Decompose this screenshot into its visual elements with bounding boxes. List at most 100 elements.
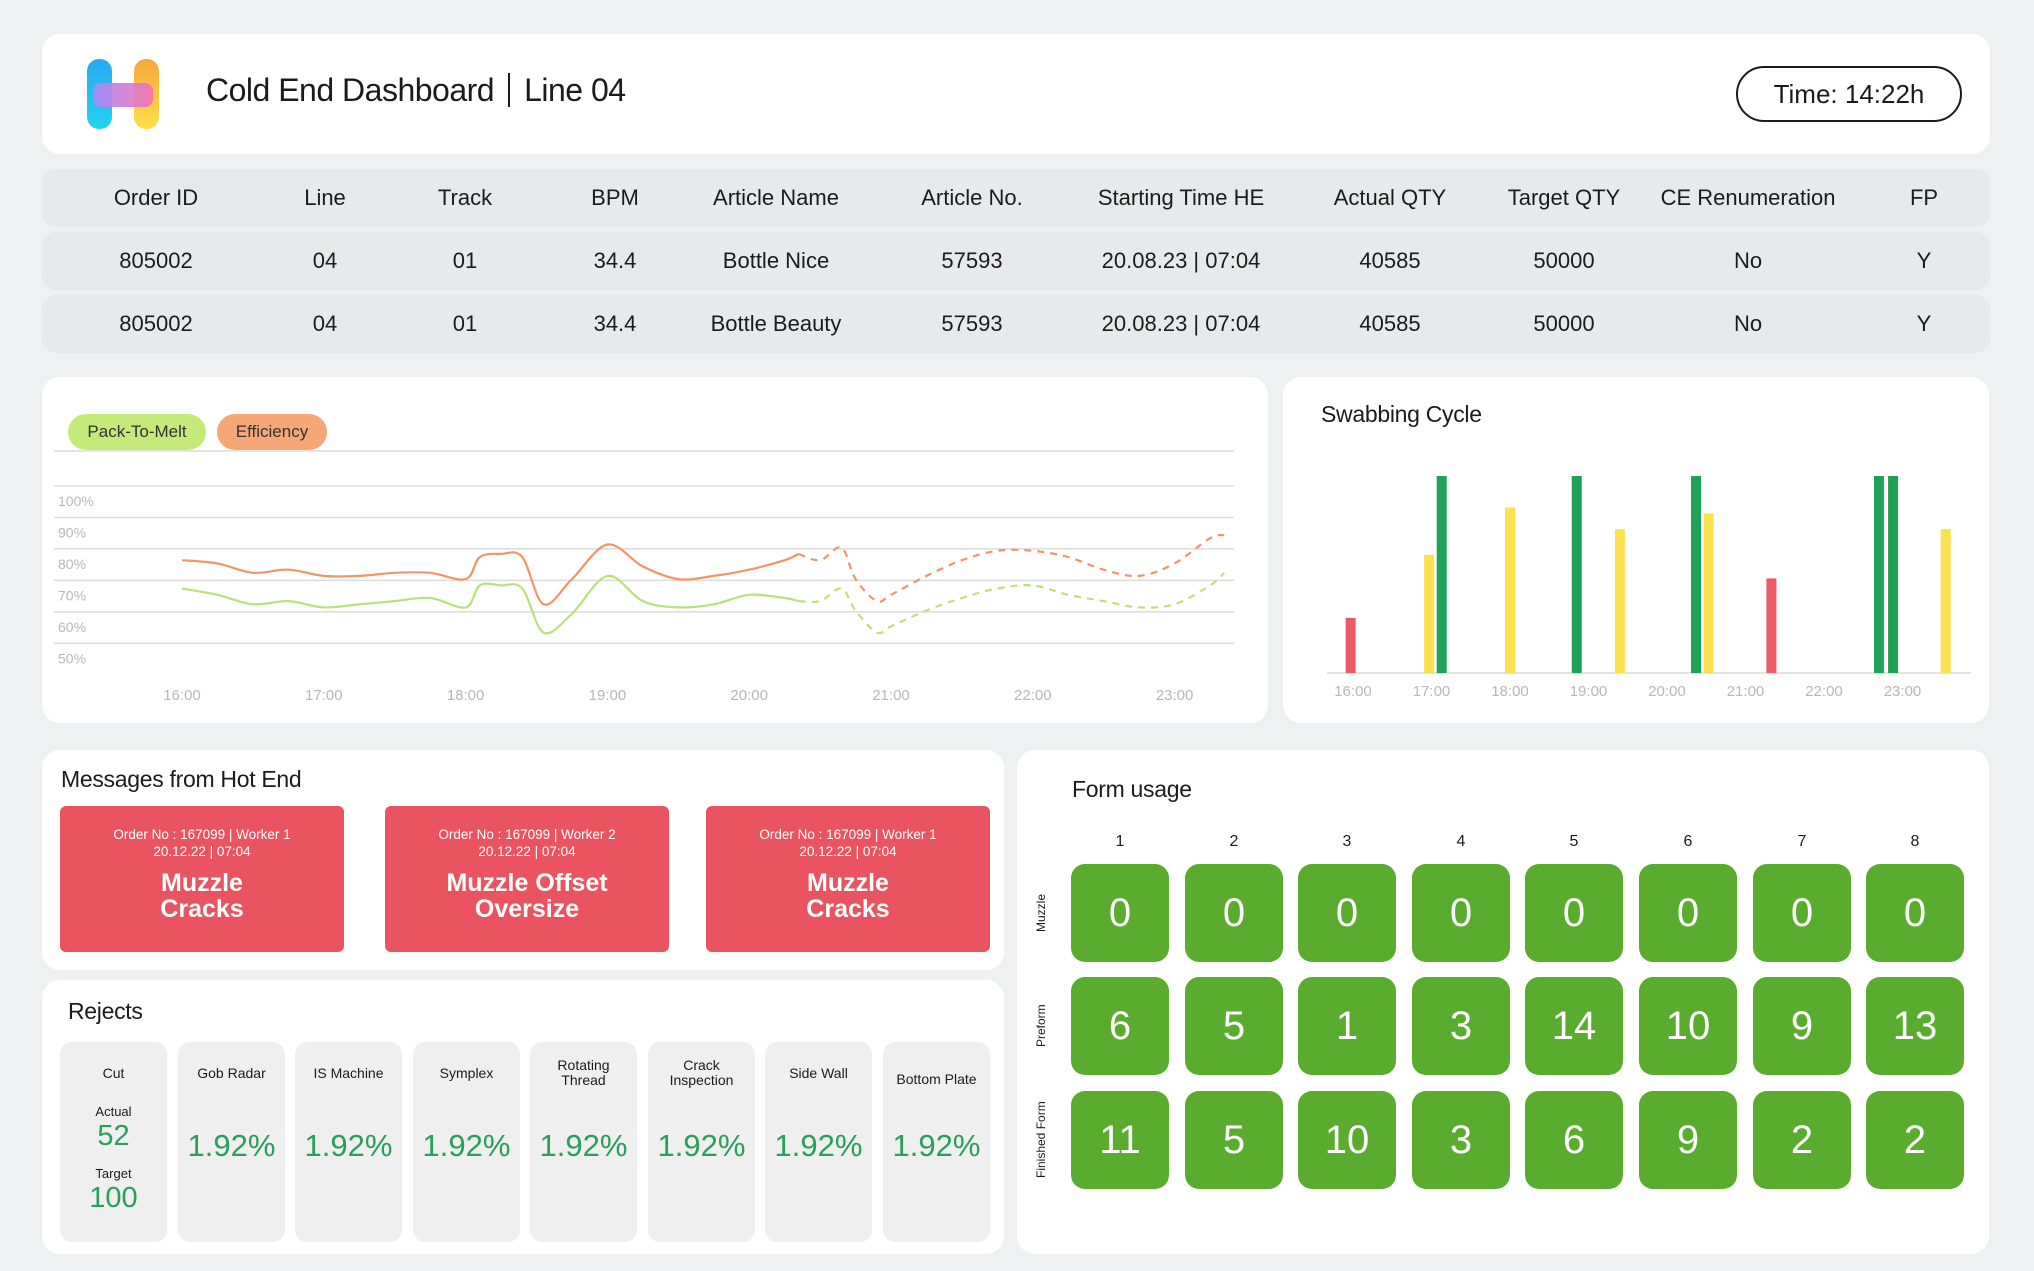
reject-tile[interactable]: Symplex 1.92% [413, 1042, 520, 1242]
reject-value: 1.92% [422, 1128, 511, 1163]
form-cell[interactable]: 0 [1185, 864, 1283, 962]
reject-tile[interactable]: Crack Inspection 1.92% [648, 1042, 755, 1242]
table-row[interactable]: 805002 04 01 34.4 Bottle Beauty 57593 20… [42, 295, 1990, 353]
target-value: 100 [89, 1182, 138, 1214]
table-cell: Y [1916, 311, 1932, 336]
swab-bar[interactable] [1766, 578, 1777, 673]
swab-bar[interactable] [1505, 507, 1515, 673]
swabbing-bar-chart: 16:00 17:00 18:00 19:00 20:00 21:00 22:00 23:00 [1327, 476, 1971, 700]
swab-bar[interactable] [1873, 476, 1884, 673]
form-column-number: 3 [1342, 833, 1352, 850]
column-header: Line [304, 185, 346, 210]
table-cell: 34.4 [593, 248, 637, 273]
table-header: Order ID Line Track BPM Article Name Art… [42, 169, 1990, 227]
form-cell[interactable]: 5 [1185, 977, 1283, 1075]
form-cell[interactable]: 0 [1753, 864, 1851, 962]
form-cell[interactable]: 0 [1412, 864, 1510, 962]
x-tick-label: 22:00 [1014, 687, 1052, 704]
table-cell: 805002 [119, 248, 193, 273]
reject-value: 1.92% [892, 1128, 981, 1163]
table-cell: 805002 [119, 311, 193, 336]
actual-label: Actual [95, 1104, 132, 1119]
form-cell[interactable]: 0 [1525, 864, 1623, 962]
table-cell: No [1733, 248, 1763, 273]
swabbing-cycle-title: Swabbing Cycle [1321, 401, 1482, 427]
form-cell[interactable]: 11 [1071, 1091, 1169, 1189]
form-column-number: 8 [1910, 833, 1920, 850]
performance-chart-card: Pack-To-Melt Efficiency 100% 90% 80% 70% 60%… [42, 377, 1268, 723]
form-cell[interactable]: 9 [1753, 977, 1851, 1075]
form-cell[interactable]: 14 [1525, 977, 1623, 1075]
swab-bar[interactable] [1345, 617, 1356, 673]
x-tick-label: 16:00 [163, 687, 201, 704]
x-tick-label: 23:00 [1156, 687, 1194, 704]
x-tick-label: 23:00 [1884, 683, 1922, 700]
form-cell[interactable]: 3 [1412, 977, 1510, 1075]
form-column-number: 7 [1797, 833, 1807, 850]
form-cell[interactable]: 3 [1412, 1091, 1510, 1189]
y-tick-label: 100% [58, 493, 94, 509]
form-cell[interactable]: 5 [1185, 1091, 1283, 1189]
form-column-number: 6 [1683, 833, 1693, 850]
y-tick-label: 90% [58, 524, 86, 540]
swab-bar[interactable] [1424, 554, 1435, 673]
form-usage-title: Form usage [1072, 776, 1192, 802]
form-column-number: 1 [1115, 833, 1125, 850]
reject-tile[interactable]: Bottom Plate 1.92% [883, 1042, 990, 1242]
table-cell: 20.08.23 | 07:04 [1101, 311, 1261, 336]
swab-bar[interactable] [1691, 476, 1702, 673]
reject-tile[interactable]: IS Machine 1.92% [295, 1042, 402, 1242]
actual-value: 52 [97, 1120, 130, 1152]
message-card[interactable]: Order No : 167099 | Worker 2 20.12.22 | 0… [385, 806, 669, 952]
x-tick-label: 19:00 [1570, 683, 1608, 700]
page-title: Cold End Dashboard Line 04 [206, 72, 626, 109]
form-cell[interactable]: 2 [1753, 1091, 1851, 1189]
table-cell: Y [1916, 248, 1932, 273]
swab-bar[interactable] [1436, 476, 1447, 673]
message-card[interactable]: Order No : 167099 | Worker 1 20.12.22 | 0… [706, 806, 990, 952]
reject-value: 1.92% [187, 1128, 276, 1163]
header-bar: Cold End Dashboard Line 04 Time: 14:22h [42, 34, 1990, 154]
table-row[interactable]: 805002 04 01 34.4 Bottle Nice 57593 20.0… [42, 232, 1990, 290]
form-cell[interactable]: 6 [1071, 977, 1169, 1075]
column-header: Target QTY [1507, 185, 1621, 210]
reject-label: Crack Inspection [669, 1057, 734, 1088]
table-cell: 01 [452, 248, 478, 273]
swab-bar[interactable] [1571, 476, 1582, 673]
title-separator [508, 73, 511, 107]
swab-bar[interactable] [1940, 529, 1951, 673]
legend-efficiency[interactable]: Efficiency [217, 414, 327, 450]
target-label: Target [95, 1166, 132, 1181]
reject-tile[interactable]: Gob Radar 1.92% [178, 1042, 285, 1242]
swab-bar[interactable] [1703, 513, 1714, 673]
swab-bar[interactable] [1888, 476, 1899, 673]
column-header: Track [437, 185, 493, 210]
column-header: Article Name [713, 185, 839, 210]
form-cell[interactable]: 10 [1639, 977, 1737, 1075]
reject-label: Rotating Thread [557, 1057, 610, 1088]
form-cell[interactable]: 0 [1866, 864, 1964, 962]
message-card[interactable]: Order No : 167099 | Worker 1 20.12.22 | 0… [60, 806, 344, 952]
swab-bar[interactable] [1614, 529, 1625, 673]
form-cell[interactable]: 9 [1639, 1091, 1737, 1189]
form-cell[interactable]: 1 [1298, 977, 1396, 1075]
message-date: 20.12.22 | 07:04 [153, 844, 251, 859]
reject-value: 1.92% [657, 1128, 746, 1163]
form-cell[interactable]: 10 [1298, 1091, 1396, 1189]
reject-tile-cut[interactable]: Cut Actual 52 Target 100 [60, 1042, 167, 1242]
reject-label: IS Machine [313, 1065, 384, 1081]
table-cell: 04 [312, 248, 338, 273]
pack-to-melt-series-line [181, 574, 800, 635]
legend-pack-to-melt[interactable]: Pack-To-Melt [68, 414, 206, 450]
x-tick-label: 17:00 [1413, 683, 1451, 700]
message-date: 20.12.22 | 07:04 [478, 844, 576, 859]
form-cell[interactable]: 0 [1639, 864, 1737, 962]
form-cell[interactable]: 0 [1298, 864, 1396, 962]
form-cell[interactable]: 6 [1525, 1091, 1623, 1189]
form-cell[interactable]: 13 [1866, 977, 1964, 1075]
reject-tile[interactable]: Rotating Thread 1.92% [530, 1042, 637, 1242]
form-cell[interactable]: 2 [1866, 1091, 1964, 1189]
reject-tile[interactable]: Side Wall 1.92% [765, 1042, 872, 1242]
form-cell[interactable]: 0 [1071, 864, 1169, 962]
reject-label: Symplex [439, 1065, 494, 1081]
